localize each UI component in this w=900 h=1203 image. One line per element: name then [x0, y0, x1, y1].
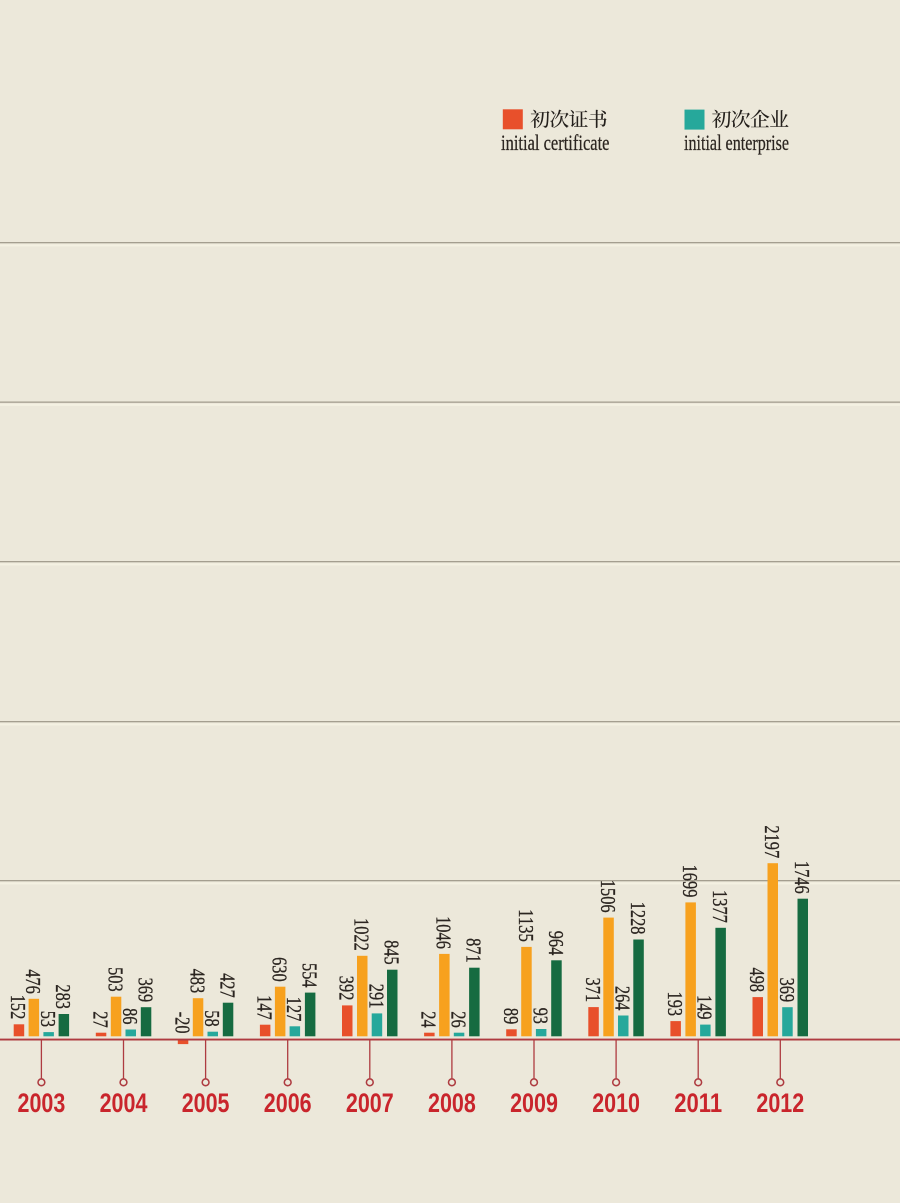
svg-text:291: 291: [364, 984, 388, 1009]
svg-text:-20: -20: [170, 1012, 194, 1034]
svg-text:283: 283: [51, 984, 75, 1009]
svg-text:147: 147: [253, 995, 277, 1020]
svg-text:2011: 2011: [674, 1088, 722, 1118]
svg-text:483: 483: [185, 969, 209, 994]
svg-text:2003: 2003: [18, 1088, 66, 1118]
svg-text:2007: 2007: [346, 1088, 394, 1118]
svg-text:58: 58: [200, 1010, 224, 1026]
svg-text:149: 149: [693, 995, 717, 1020]
svg-text:871: 871: [462, 938, 486, 963]
svg-text:2005: 2005: [182, 1088, 230, 1118]
svg-text:24: 24: [417, 1011, 441, 1028]
svg-text:2012: 2012: [756, 1088, 804, 1118]
svg-text:127: 127: [282, 997, 306, 1022]
svg-text:554: 554: [298, 963, 322, 988]
svg-text:1699: 1699: [678, 865, 702, 898]
svg-text:26: 26: [446, 1011, 470, 1027]
svg-text:630: 630: [268, 957, 292, 982]
svg-text:371: 371: [581, 978, 605, 1003]
svg-text:2010: 2010: [592, 1088, 640, 1118]
svg-text:53: 53: [36, 1011, 60, 1027]
svg-text:1135: 1135: [514, 909, 538, 942]
svg-text:93: 93: [529, 1008, 553, 1024]
svg-text:845: 845: [380, 940, 404, 965]
svg-text:initial enterprise: initial enterprise: [684, 130, 789, 155]
svg-text:264: 264: [611, 986, 635, 1011]
svg-text:369: 369: [133, 978, 157, 1003]
svg-text:89: 89: [499, 1008, 523, 1024]
svg-text:2006: 2006: [264, 1088, 312, 1118]
svg-text:152: 152: [6, 995, 30, 1020]
svg-text:427: 427: [215, 973, 239, 998]
svg-text:2009: 2009: [510, 1088, 558, 1118]
svg-text:86: 86: [118, 1008, 142, 1024]
svg-text:27: 27: [88, 1011, 112, 1027]
svg-text:1746: 1746: [790, 861, 814, 894]
svg-text:1046: 1046: [432, 916, 456, 949]
svg-text:964: 964: [544, 931, 568, 956]
svg-text:1228: 1228: [626, 902, 650, 935]
svg-text:initial certificate: initial certificate: [501, 130, 610, 155]
svg-text:1506: 1506: [596, 880, 620, 913]
svg-text:1377: 1377: [708, 890, 732, 923]
svg-text:498: 498: [745, 968, 769, 993]
svg-text:369: 369: [775, 978, 799, 1003]
svg-text:503: 503: [103, 967, 127, 992]
svg-text:2004: 2004: [100, 1088, 148, 1118]
svg-text:2197: 2197: [760, 825, 784, 858]
svg-text:476: 476: [21, 969, 45, 994]
svg-text:1022: 1022: [350, 918, 374, 951]
svg-text:2008: 2008: [428, 1088, 476, 1118]
svg-text:392: 392: [335, 976, 359, 1001]
svg-text:193: 193: [663, 992, 687, 1017]
